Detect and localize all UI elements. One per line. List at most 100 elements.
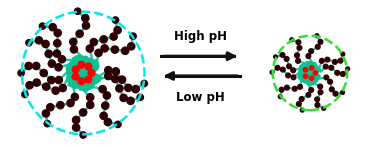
Ellipse shape xyxy=(278,95,282,99)
Ellipse shape xyxy=(329,87,334,92)
Ellipse shape xyxy=(88,70,95,76)
Ellipse shape xyxy=(270,70,274,74)
Text: Low pH: Low pH xyxy=(176,91,225,104)
Ellipse shape xyxy=(141,80,147,87)
Ellipse shape xyxy=(73,124,80,131)
Ellipse shape xyxy=(121,47,129,54)
Ellipse shape xyxy=(111,46,119,53)
Ellipse shape xyxy=(74,8,81,14)
Ellipse shape xyxy=(48,60,56,67)
Ellipse shape xyxy=(296,40,301,45)
Ellipse shape xyxy=(58,56,65,63)
Ellipse shape xyxy=(78,61,85,68)
Ellipse shape xyxy=(26,82,33,89)
Ellipse shape xyxy=(25,62,32,70)
Ellipse shape xyxy=(322,106,325,110)
Ellipse shape xyxy=(44,120,51,127)
Ellipse shape xyxy=(128,43,135,50)
Ellipse shape xyxy=(70,38,77,46)
Ellipse shape xyxy=(287,64,291,69)
Ellipse shape xyxy=(48,77,55,84)
Ellipse shape xyxy=(279,87,284,92)
Ellipse shape xyxy=(137,94,143,100)
Ellipse shape xyxy=(59,84,67,92)
Ellipse shape xyxy=(102,102,109,109)
Ellipse shape xyxy=(333,91,338,96)
Ellipse shape xyxy=(118,76,125,83)
Ellipse shape xyxy=(110,33,117,40)
Ellipse shape xyxy=(325,57,330,62)
Ellipse shape xyxy=(299,97,304,101)
Ellipse shape xyxy=(275,65,280,70)
Ellipse shape xyxy=(54,40,61,47)
Ellipse shape xyxy=(292,86,297,91)
Ellipse shape xyxy=(36,37,43,44)
Ellipse shape xyxy=(297,45,302,50)
Ellipse shape xyxy=(298,84,302,89)
Ellipse shape xyxy=(86,45,93,52)
Ellipse shape xyxy=(116,85,123,92)
Ellipse shape xyxy=(286,73,291,78)
Ellipse shape xyxy=(333,60,337,64)
Ellipse shape xyxy=(318,84,322,89)
Ellipse shape xyxy=(53,50,60,57)
Ellipse shape xyxy=(112,17,119,23)
Ellipse shape xyxy=(125,84,132,92)
Ellipse shape xyxy=(115,121,121,128)
Ellipse shape xyxy=(42,110,50,117)
Ellipse shape xyxy=(72,73,79,80)
Ellipse shape xyxy=(70,46,77,53)
Ellipse shape xyxy=(280,53,285,57)
Ellipse shape xyxy=(80,132,86,138)
Ellipse shape xyxy=(40,69,47,77)
Ellipse shape xyxy=(296,102,301,106)
Ellipse shape xyxy=(105,72,112,80)
Ellipse shape xyxy=(104,118,112,126)
Ellipse shape xyxy=(280,67,285,72)
Ellipse shape xyxy=(33,62,40,70)
Ellipse shape xyxy=(323,64,328,69)
Ellipse shape xyxy=(303,74,308,78)
Ellipse shape xyxy=(313,71,318,75)
Ellipse shape xyxy=(291,68,296,73)
Ellipse shape xyxy=(99,86,106,93)
Ellipse shape xyxy=(315,97,319,102)
Ellipse shape xyxy=(72,66,79,73)
Ellipse shape xyxy=(306,93,311,97)
Ellipse shape xyxy=(87,94,94,101)
Ellipse shape xyxy=(100,112,107,119)
Ellipse shape xyxy=(71,93,79,101)
Ellipse shape xyxy=(310,66,314,70)
Ellipse shape xyxy=(85,76,92,83)
Ellipse shape xyxy=(49,24,56,31)
Ellipse shape xyxy=(100,36,107,43)
Ellipse shape xyxy=(290,38,294,42)
Ellipse shape xyxy=(338,58,343,63)
Ellipse shape xyxy=(18,70,24,76)
Ellipse shape xyxy=(341,52,345,56)
Ellipse shape xyxy=(73,116,80,124)
Ellipse shape xyxy=(45,50,52,57)
Ellipse shape xyxy=(284,57,289,61)
Ellipse shape xyxy=(55,64,62,71)
Ellipse shape xyxy=(127,97,134,104)
Ellipse shape xyxy=(132,86,139,93)
Ellipse shape xyxy=(22,91,28,98)
Ellipse shape xyxy=(328,79,333,84)
Ellipse shape xyxy=(87,101,94,108)
Ellipse shape xyxy=(303,68,308,72)
Ellipse shape xyxy=(33,79,40,86)
Ellipse shape xyxy=(54,29,61,36)
Ellipse shape xyxy=(79,109,87,116)
Ellipse shape xyxy=(76,30,83,37)
Ellipse shape xyxy=(42,40,49,48)
Ellipse shape xyxy=(335,71,339,75)
Ellipse shape xyxy=(101,45,108,52)
Ellipse shape xyxy=(130,33,136,39)
Polygon shape xyxy=(67,55,102,91)
Ellipse shape xyxy=(315,45,320,49)
Ellipse shape xyxy=(318,39,323,44)
Ellipse shape xyxy=(67,99,74,107)
Ellipse shape xyxy=(43,83,50,90)
Ellipse shape xyxy=(301,108,304,112)
